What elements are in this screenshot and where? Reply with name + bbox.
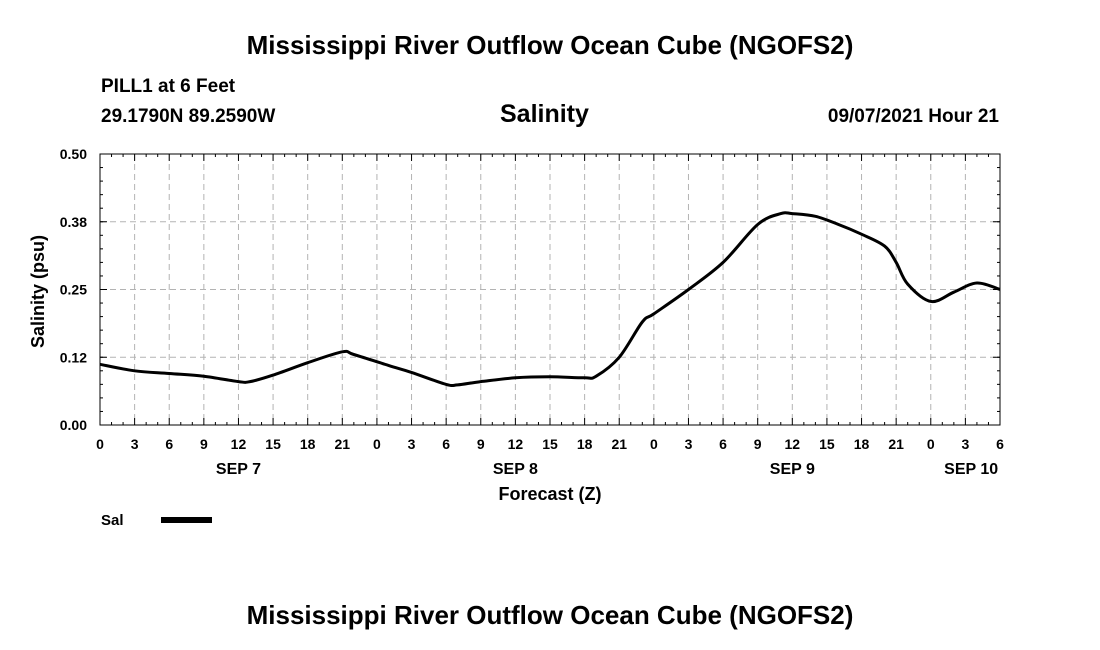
date-label: SEP 8 (493, 461, 538, 478)
forecast-datetime: 09/07/2021 Hour 21 (827, 106, 999, 127)
y-tick-label: 0.25 (60, 282, 87, 298)
x-tick-label: 18 (854, 436, 870, 452)
station-label: PILL1 at 6 Feet (101, 76, 236, 97)
x-tick-label: 0 (927, 436, 935, 452)
x-tick-label: 0 (650, 436, 658, 452)
x-tick-label: 3 (685, 436, 693, 452)
station-coordinates: 29.1790N 89.2590W (101, 106, 276, 127)
x-tick-label: 9 (200, 436, 208, 452)
x-tick-label: 12 (231, 436, 247, 452)
x-tick-label: 12 (508, 436, 524, 452)
x-tick-label: 0 (96, 436, 104, 452)
x-tick-label: 0 (373, 436, 381, 452)
x-tick-label: 15 (265, 436, 281, 452)
x-tick-label: 12 (785, 436, 801, 452)
x-tick-label: 21 (888, 436, 904, 452)
y-tick-label: 0.38 (60, 214, 87, 230)
variable-title: Salinity (500, 100, 589, 128)
x-tick-label: 21 (611, 436, 627, 452)
x-tick-label: 15 (819, 436, 835, 452)
x-axis-label: Forecast (Z) (498, 484, 601, 504)
y-tick-label: 0.12 (60, 349, 87, 365)
date-label: SEP 7 (216, 461, 261, 478)
date-label: SEP 10 (944, 461, 998, 478)
x-tick-label: 3 (408, 436, 416, 452)
x-tick-label: 9 (477, 436, 485, 452)
x-tick-label: 21 (335, 436, 351, 452)
x-tick-label: 6 (165, 436, 173, 452)
y-tick-label: 0.00 (60, 417, 87, 433)
x-tick-label: 3 (961, 436, 969, 452)
y-axis-label: Salinity (psu) (28, 235, 48, 348)
x-tick-label: 9 (754, 436, 762, 452)
date-label: SEP 9 (770, 461, 815, 478)
chart-title: Mississippi River Outflow Ocean Cube (NG… (246, 30, 854, 60)
x-tick-label: 6 (996, 436, 1004, 452)
x-tick-label: 3 (131, 436, 139, 452)
x-tick-label: 6 (719, 436, 727, 452)
x-tick-label: 15 (542, 436, 558, 452)
legend-label: Sal (101, 512, 124, 529)
x-tick-label: 18 (577, 436, 593, 452)
footer-title: Mississippi River Outflow Ocean Cube (NG… (246, 600, 854, 630)
series-line-sal (99, 211, 1001, 388)
y-tick-label: 0.50 (60, 146, 87, 162)
x-tick-label: 6 (442, 436, 450, 452)
x-tick-label: 18 (300, 436, 316, 452)
